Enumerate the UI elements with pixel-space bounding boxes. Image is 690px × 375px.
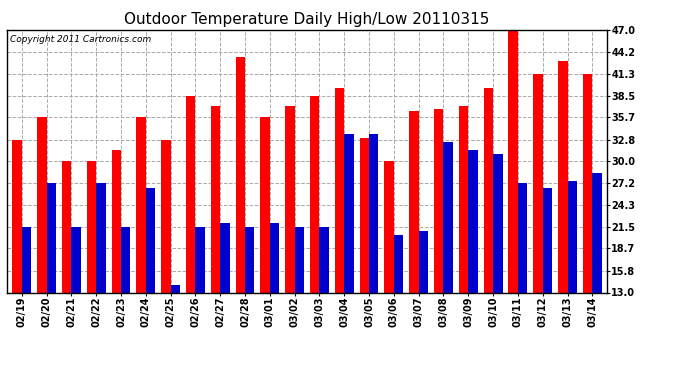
Bar xyxy=(295,227,304,292)
Bar xyxy=(592,173,602,292)
Bar xyxy=(186,96,195,292)
Bar xyxy=(344,134,354,292)
Bar xyxy=(567,180,577,292)
Bar xyxy=(37,117,47,292)
Bar xyxy=(335,88,344,292)
Bar xyxy=(469,150,477,292)
Bar xyxy=(310,96,319,292)
Bar xyxy=(235,57,245,292)
Bar xyxy=(419,231,428,292)
Bar xyxy=(146,188,155,292)
Bar xyxy=(87,161,96,292)
Bar xyxy=(444,142,453,292)
Bar xyxy=(394,235,403,292)
Bar xyxy=(459,106,469,292)
Bar xyxy=(583,74,592,292)
Bar xyxy=(493,153,502,292)
Bar xyxy=(71,227,81,292)
Bar xyxy=(509,30,518,292)
Bar xyxy=(211,106,220,292)
Bar xyxy=(484,88,493,292)
Bar xyxy=(12,140,22,292)
Bar xyxy=(319,227,329,292)
Bar xyxy=(170,285,180,292)
Bar xyxy=(533,74,543,292)
Bar xyxy=(384,161,394,292)
Bar xyxy=(161,140,170,292)
Bar xyxy=(22,227,31,292)
Bar xyxy=(270,223,279,292)
Bar xyxy=(195,227,205,292)
Bar xyxy=(137,117,146,292)
Bar xyxy=(260,117,270,292)
Bar xyxy=(369,134,379,292)
Bar xyxy=(112,150,121,292)
Bar xyxy=(359,138,369,292)
Title: Outdoor Temperature Daily High/Low 20110315: Outdoor Temperature Daily High/Low 20110… xyxy=(124,12,490,27)
Bar xyxy=(409,111,419,292)
Bar xyxy=(434,109,444,292)
Text: Copyright 2011 Cartronics.com: Copyright 2011 Cartronics.com xyxy=(10,35,151,44)
Bar xyxy=(558,61,567,292)
Bar xyxy=(285,106,295,292)
Bar xyxy=(220,223,230,292)
Bar xyxy=(543,188,552,292)
Bar xyxy=(518,183,527,292)
Bar xyxy=(121,227,130,292)
Bar xyxy=(96,183,106,292)
Bar xyxy=(62,161,71,292)
Bar xyxy=(245,227,255,292)
Bar xyxy=(47,183,56,292)
